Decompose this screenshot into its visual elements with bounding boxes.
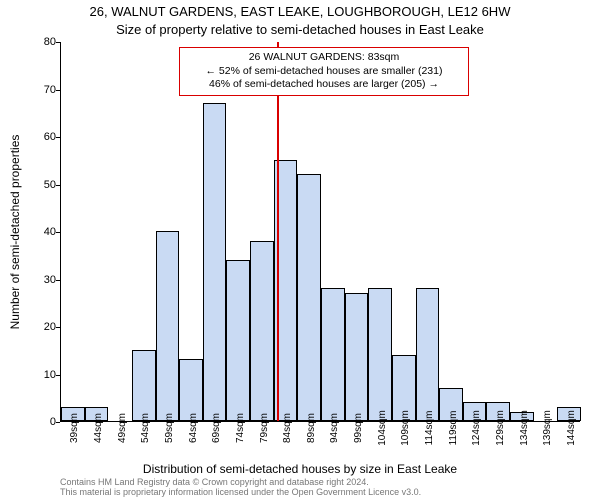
y-tick-label: 80 <box>26 36 56 48</box>
y-tick-mark <box>56 422 60 423</box>
y-tick-mark <box>56 375 60 376</box>
x-tick-label: 104sqm <box>377 410 388 446</box>
y-axis-label: Number of semi-detached properties <box>8 135 22 330</box>
y-tick-mark <box>56 90 60 91</box>
info-box-line1: 26 WALNUT GARDENS: 83sqm <box>186 51 462 65</box>
y-tick-mark <box>56 42 60 43</box>
info-box-line2: ← 52% of semi-detached houses are smalle… <box>186 65 462 79</box>
x-tick-label: 69sqm <box>211 413 222 443</box>
y-tick-label: 70 <box>26 84 56 96</box>
title-address: 26, WALNUT GARDENS, EAST LEAKE, LOUGHBOR… <box>0 4 600 19</box>
title-subtitle: Size of property relative to semi-detach… <box>0 22 600 37</box>
histogram-bar <box>132 350 156 421</box>
histogram-bar <box>345 293 369 421</box>
plot-area: 26 WALNUT GARDENS: 83sqm← 52% of semi-de… <box>60 42 580 422</box>
x-tick-label: 54sqm <box>140 413 151 443</box>
y-tick-label: 50 <box>26 179 56 191</box>
x-tick-label: 39sqm <box>69 413 80 443</box>
y-tick-label: 10 <box>26 369 56 381</box>
y-tick-mark <box>56 327 60 328</box>
x-tick-label: 129sqm <box>495 410 506 446</box>
x-tick-label: 79sqm <box>259 413 270 443</box>
x-tick-label: 114sqm <box>424 411 435 446</box>
x-tick-label: 64sqm <box>188 413 199 443</box>
y-tick-mark <box>56 185 60 186</box>
footer-attribution: Contains HM Land Registry data © Crown c… <box>60 478 421 498</box>
y-tick-label: 20 <box>26 321 56 333</box>
reference-line <box>277 42 279 421</box>
x-tick-label: 139sqm <box>542 410 553 446</box>
y-tick-mark <box>56 280 60 281</box>
histogram-bar <box>250 241 274 422</box>
x-tick-label: 44sqm <box>93 413 104 443</box>
x-tick-label: 109sqm <box>400 410 411 446</box>
x-tick-label: 134sqm <box>519 410 530 446</box>
histogram-bar <box>156 231 180 421</box>
x-tick-label: 144sqm <box>566 410 577 446</box>
info-box: 26 WALNUT GARDENS: 83sqm← 52% of semi-de… <box>179 47 469 96</box>
x-axis-label: Distribution of semi-detached houses by … <box>0 462 600 476</box>
y-tick-label: 60 <box>26 131 56 143</box>
x-tick-label: 99sqm <box>353 413 364 443</box>
y-tick-label: 40 <box>26 226 56 238</box>
x-tick-label: 74sqm <box>235 413 246 443</box>
x-tick-label: 119sqm <box>448 411 459 446</box>
footer-line2: This material is proprietary information… <box>60 488 421 498</box>
y-tick-mark <box>56 137 60 138</box>
y-tick-label: 30 <box>26 274 56 286</box>
info-box-line3: 46% of semi-detached houses are larger (… <box>186 78 462 92</box>
histogram-bar <box>368 288 392 421</box>
histogram-bar <box>321 288 345 421</box>
histogram-bar <box>226 260 250 422</box>
histogram-bar <box>203 103 227 421</box>
x-tick-label: 89sqm <box>306 413 317 443</box>
histogram-bar <box>297 174 321 421</box>
histogram-bar <box>416 288 440 421</box>
x-tick-label: 124sqm <box>471 410 482 446</box>
y-tick-label: 0 <box>26 416 56 428</box>
x-tick-label: 59sqm <box>164 413 175 443</box>
x-tick-label: 49sqm <box>117 413 128 443</box>
histogram-bar <box>179 359 203 421</box>
x-tick-label: 94sqm <box>329 413 340 443</box>
chart-container: 26, WALNUT GARDENS, EAST LEAKE, LOUGHBOR… <box>0 0 600 500</box>
x-tick-label: 84sqm <box>282 413 293 443</box>
y-tick-mark <box>56 232 60 233</box>
